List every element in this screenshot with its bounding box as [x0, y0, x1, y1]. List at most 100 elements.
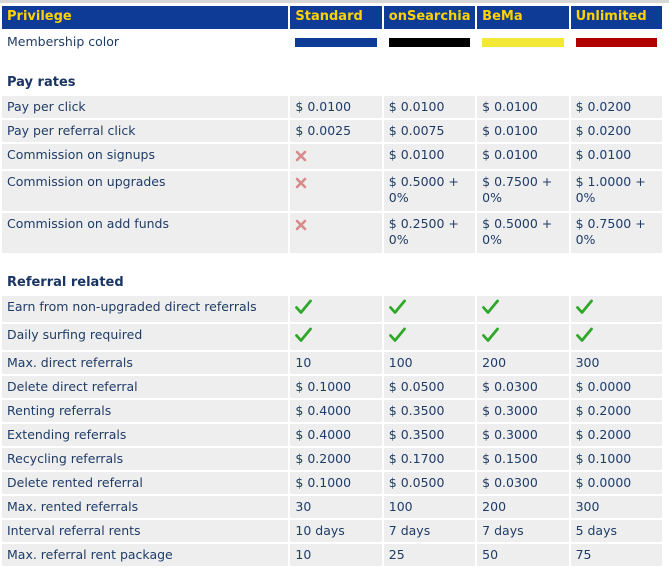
value-cell: $ 0.3000: [477, 400, 569, 422]
color-swatch-bema: [482, 38, 564, 47]
value-cell: 100: [383, 352, 476, 374]
header-onsearchia: onSearchia: [383, 6, 476, 29]
value-cell: $ 0.3500: [383, 400, 476, 422]
table-row: Daily surfing required: [2, 324, 662, 350]
value-cell: [383, 296, 476, 322]
row-label: Delete rented referral: [2, 472, 289, 494]
row-label: Daily surfing required: [2, 324, 289, 350]
value-cell: [290, 296, 382, 322]
check-icon: [575, 327, 593, 342]
value-cell: $ 0.0300: [477, 472, 569, 494]
value-cell: $ 0.4000: [290, 400, 382, 422]
value-cell: $ 0.2000: [570, 400, 662, 422]
table-row: Delete rented referral $ 0.1000 $ 0.0500 $ …: [2, 472, 662, 494]
value-cell: 30: [290, 496, 382, 518]
value-cell: $ 0.7500 + 0%: [477, 171, 569, 211]
value-cell: $ 0.0100: [383, 96, 476, 118]
table-body: Membership color Pay rates Pay per click $…: [2, 31, 662, 566]
table-row: Pay per click $ 0.0100 $ 0.0100 $ 0.0100 $ 0…: [2, 96, 662, 118]
row-label: Max. rented referrals: [2, 496, 289, 518]
value-cell: $ 0.3500: [383, 424, 476, 446]
value-cell: $ 0.0100: [290, 96, 382, 118]
value-cell: $ 0.1000: [290, 376, 382, 398]
value-cell: $ 1.0000 + 0%: [570, 171, 662, 211]
value-cell: $ 0.0000: [570, 376, 662, 398]
check-icon: [388, 327, 406, 342]
header-bema: BeMa: [477, 6, 569, 29]
value-cell: 200: [477, 496, 569, 518]
value-cell: 300: [570, 352, 662, 374]
header-row: Privilege Standard onSearchia BeMa Unlim…: [2, 6, 662, 29]
value-cell: $ 0.0075: [383, 120, 476, 142]
value-cell: 10 days: [290, 520, 382, 542]
table-row: Commission on add funds $ 0.2500 + 0% $ 0.…: [2, 213, 662, 253]
row-label: Commission on upgrades: [2, 171, 289, 211]
check-icon: [388, 299, 406, 314]
value-cell: 100: [383, 496, 476, 518]
value-cell: $ 0.5000 + 0%: [383, 171, 476, 211]
table-row: Max. referral rent package 10 25 50 75: [2, 544, 662, 566]
value-cell: [477, 324, 569, 350]
value-cell: $ 0.0100: [477, 96, 569, 118]
value-cell: $ 0.2000: [290, 448, 382, 470]
privilege-table: Privilege Standard onSearchia BeMa Unlim…: [0, 4, 664, 568]
value-cell: $ 0.0100: [383, 144, 476, 169]
value-cell: $ 0.2000: [570, 424, 662, 446]
row-label: Extending referrals: [2, 424, 289, 446]
value-cell: $ 0.3000: [477, 424, 569, 446]
table-row: Extending referrals $ 0.4000 $ 0.3500 $ 0.3…: [2, 424, 662, 446]
value-cell: $ 0.0100: [477, 144, 569, 169]
value-cell: $ 0.0000: [570, 472, 662, 494]
value-cell: [570, 296, 662, 322]
check-icon: [295, 327, 313, 342]
value-cell: $ 0.4000: [290, 424, 382, 446]
value-cell: $ 0.0100: [477, 120, 569, 142]
table-row: Interval referral rents 10 days 7 days 7 da…: [2, 520, 662, 542]
top-divider: [0, 0, 669, 3]
table-row: Delete direct referral $ 0.1000 $ 0.0500 $ …: [2, 376, 662, 398]
section-title: Pay rates: [2, 71, 662, 94]
value-cell: 75: [570, 544, 662, 566]
color-swatch-onsearchia: [388, 38, 471, 47]
membership-color-row: Membership color: [2, 31, 662, 53]
row-label: Max. referral rent package: [2, 544, 289, 566]
table-row: Renting referrals $ 0.4000 $ 0.3500 $ 0.300…: [2, 400, 662, 422]
row-label: Interval referral rents: [2, 520, 289, 542]
section-spacer: [2, 55, 662, 69]
row-label: Pay per referral click: [2, 120, 289, 142]
check-icon: [575, 299, 593, 314]
value-cell: 7 days: [383, 520, 476, 542]
row-label: Membership color: [2, 31, 289, 53]
value-cell: $ 0.2500 + 0%: [383, 213, 476, 253]
row-label: Pay per click: [2, 96, 289, 118]
value-cell: 10: [290, 352, 382, 374]
color-swatch-unlimited: [575, 38, 657, 47]
value-cell: [290, 171, 382, 211]
value-cell: $ 0.1700: [383, 448, 476, 470]
section-title: Referral related: [2, 271, 662, 294]
table-row: Commission on upgrades $ 0.5000 + 0% $ 0.7…: [2, 171, 662, 211]
value-cell: $ 0.0200: [570, 120, 662, 142]
row-label: Recycling referrals: [2, 448, 289, 470]
cross-icon: [296, 219, 307, 231]
row-label: Earn from non-upgraded direct referrals: [2, 296, 289, 322]
value-cell: $ 0.1000: [570, 448, 662, 470]
value-cell: $ 0.7500 + 0%: [570, 213, 662, 253]
check-icon: [295, 299, 313, 314]
value-cell: [290, 324, 382, 350]
value-cell: $ 0.5000 + 0%: [477, 213, 569, 253]
row-label: Commission on signups: [2, 144, 289, 169]
value-cell: $ 0.1000: [290, 472, 382, 494]
row-label: Delete direct referral: [2, 376, 289, 398]
section-heading-row: Referral related: [2, 271, 662, 294]
value-cell: 7 days: [477, 520, 569, 542]
value-cell: [383, 324, 476, 350]
row-label: Max. direct referrals: [2, 352, 289, 374]
value-cell: 5 days: [570, 520, 662, 542]
value-cell: 25: [383, 544, 476, 566]
section-heading-row: Pay rates: [2, 71, 662, 94]
value-cell: $ 0.1500: [477, 448, 569, 470]
table-row: Pay per referral click $ 0.0025 $ 0.0075 $ …: [2, 120, 662, 142]
value-cell: $ 0.0500: [383, 472, 476, 494]
